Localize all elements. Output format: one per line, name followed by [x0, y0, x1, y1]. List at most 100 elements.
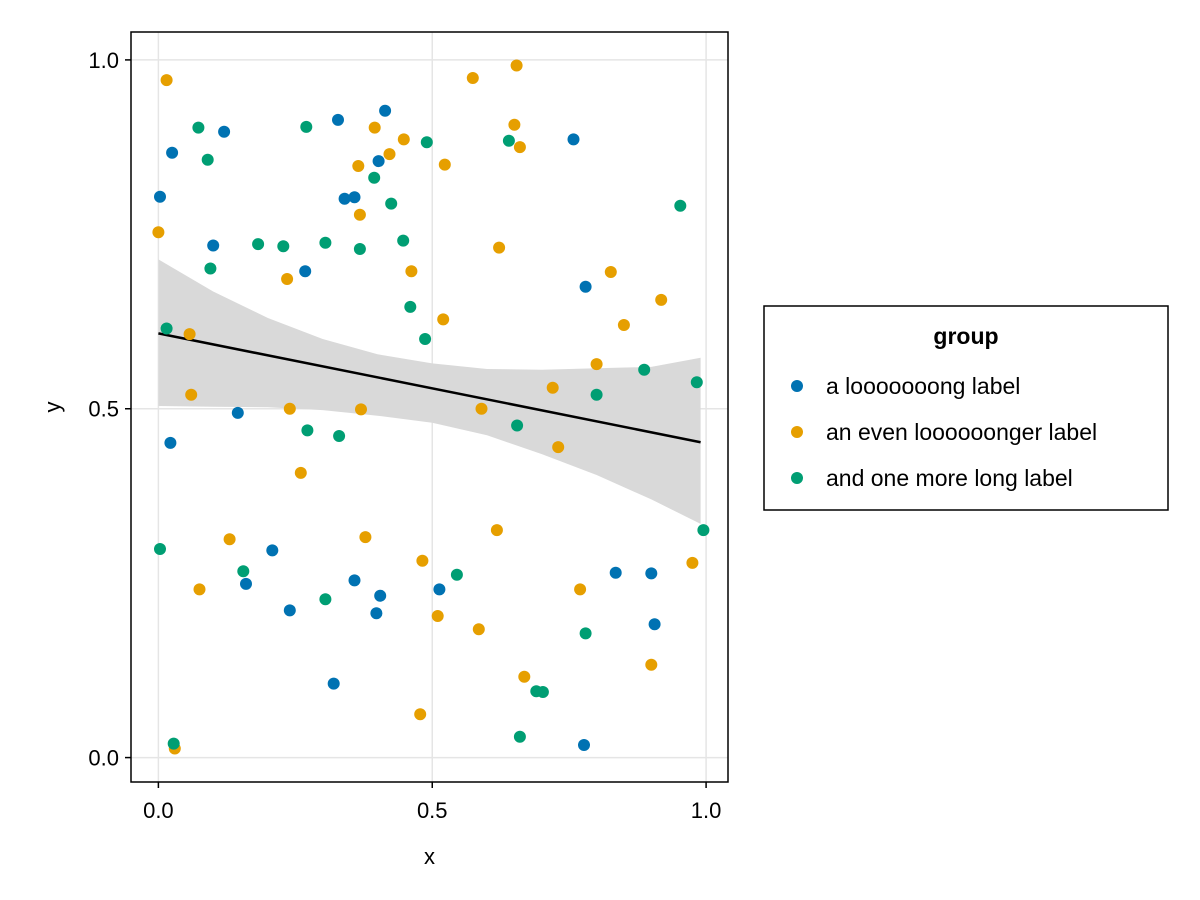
data-point: [617, 319, 630, 331]
data-point: [552, 441, 565, 454]
legend-entry-label: an even loooooonger label: [826, 419, 1097, 445]
data-point: [370, 607, 383, 620]
data-point: [327, 677, 340, 690]
data-point: [277, 240, 290, 253]
data-point: [160, 322, 173, 335]
legend: group a looooooong label an even loooooon…: [763, 305, 1169, 511]
data-point: [419, 333, 432, 345]
data-point: [332, 113, 344, 126]
data-point: [567, 133, 580, 146]
data-point: [437, 313, 450, 326]
points-layer: [152, 59, 710, 755]
data-point: [368, 121, 381, 134]
data-point: [237, 565, 250, 578]
data-point: [513, 141, 526, 154]
data-point: [231, 406, 244, 419]
data-point: [383, 148, 396, 161]
data-point: [192, 121, 205, 134]
data-point: [493, 241, 506, 254]
data-point: [420, 136, 433, 149]
x-tick-label: 1.0: [691, 798, 722, 823]
data-point: [450, 568, 463, 581]
data-point: [319, 236, 332, 249]
data-point: [300, 120, 313, 133]
data-point: [352, 160, 365, 172]
data-point: [404, 300, 417, 313]
data-point: [645, 658, 658, 671]
data-point: [374, 589, 387, 602]
data-point: [697, 524, 710, 537]
trend-line-layer: [158, 332, 701, 444]
legend-marker: [791, 380, 803, 392]
data-point: [590, 358, 603, 371]
legend-entries: a looooooong label an even loooooonger la…: [791, 373, 1097, 491]
data-point: [193, 583, 206, 596]
data-point: [353, 243, 366, 255]
data-point: [166, 146, 179, 159]
ticks-layer: 0.0 0.5 1.0 0.0 0.5 1.0: [88, 48, 721, 823]
data-point: [183, 328, 196, 341]
data-point: [283, 604, 296, 617]
data-point: [513, 730, 526, 743]
data-point: [416, 554, 429, 567]
data-point: [511, 419, 524, 432]
data-point: [414, 708, 427, 721]
data-point: [655, 293, 668, 306]
data-point: [686, 556, 699, 569]
data-point: [508, 118, 521, 131]
data-point: [472, 623, 485, 636]
data-point: [578, 739, 590, 751]
data-point: [160, 74, 173, 87]
series-2: [152, 59, 699, 755]
data-point: [536, 686, 549, 698]
data-point: [353, 208, 366, 221]
data-point: [368, 171, 381, 184]
data-point: [475, 402, 488, 415]
y-tick-label: 0.5: [88, 397, 119, 422]
data-point: [645, 567, 658, 580]
data-point: [154, 190, 166, 203]
legend-marker: [791, 472, 803, 484]
trend-line: [158, 332, 701, 444]
data-point: [397, 234, 410, 247]
data-point: [502, 134, 515, 147]
data-point: [579, 280, 592, 293]
data-point: [579, 627, 592, 640]
data-point: [164, 436, 177, 449]
legend-box: [763, 305, 1169, 511]
data-point: [201, 153, 214, 166]
data-point: [604, 266, 617, 278]
confidence-band-layer: [158, 259, 701, 524]
data-point: [281, 273, 294, 285]
data-point: [438, 158, 451, 171]
data-point: [397, 133, 410, 146]
data-point: [510, 59, 523, 72]
data-point: [266, 544, 279, 557]
data-point: [546, 381, 559, 394]
legend-entry-label: a looooooong label: [826, 373, 1020, 399]
data-point: [348, 574, 361, 587]
data-point: [207, 239, 220, 252]
data-point: [333, 430, 346, 442]
data-point: [355, 403, 367, 416]
data-point: [185, 388, 198, 401]
data-point: [372, 155, 385, 168]
data-point: [674, 199, 687, 212]
data-point: [648, 618, 661, 631]
data-point: [204, 262, 217, 275]
x-tick-label: 0.5: [417, 798, 448, 823]
data-point: [590, 388, 603, 401]
data-point: [167, 737, 180, 750]
legend-title: group: [933, 323, 998, 349]
x-tick-label: 0.0: [143, 798, 174, 823]
y-tick-label: 1.0: [88, 48, 119, 73]
data-point: [319, 593, 332, 606]
data-point: [218, 125, 231, 138]
data-point: [154, 543, 166, 555]
legend-marker: [791, 426, 803, 438]
data-point: [338, 192, 351, 205]
data-point: [385, 197, 398, 210]
data-point: [638, 363, 651, 376]
data-point: [433, 583, 446, 596]
